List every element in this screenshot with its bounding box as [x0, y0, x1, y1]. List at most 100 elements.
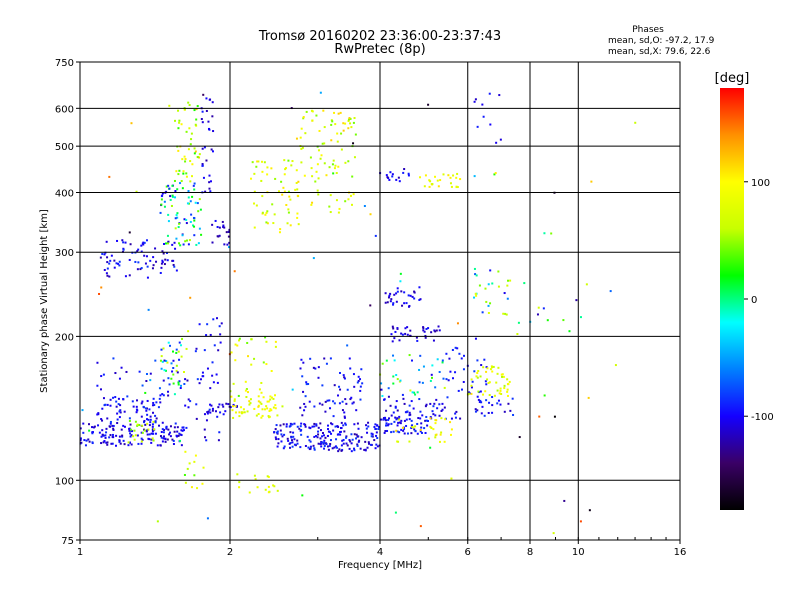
data-point	[146, 433, 149, 436]
data-point	[431, 364, 434, 367]
data-point	[451, 348, 454, 351]
data-point	[84, 444, 87, 447]
data-point	[223, 226, 226, 229]
data-point	[345, 402, 348, 405]
data-point	[516, 333, 519, 336]
data-point	[173, 241, 176, 244]
data-point	[111, 424, 114, 427]
data-point	[97, 412, 100, 415]
data-point	[339, 111, 342, 114]
data-point	[257, 160, 260, 163]
data-point	[208, 174, 211, 177]
data-point	[389, 292, 392, 295]
data-point	[323, 444, 326, 447]
data-point	[436, 407, 439, 410]
data-point	[503, 387, 506, 390]
data-point	[397, 176, 400, 179]
data-point	[309, 427, 312, 430]
data-point	[413, 391, 416, 394]
data-point	[164, 242, 167, 245]
data-point	[201, 163, 204, 166]
data-point	[195, 417, 198, 420]
data-point	[484, 390, 487, 393]
data-point	[266, 173, 269, 176]
data-point	[364, 440, 367, 443]
data-point	[309, 357, 312, 360]
data-point	[411, 425, 414, 428]
data-point	[363, 448, 366, 451]
data-point	[331, 163, 334, 166]
data-point	[287, 208, 290, 211]
data-point	[238, 481, 241, 484]
data-point	[170, 204, 173, 207]
data-point	[330, 119, 333, 122]
data-point	[130, 443, 133, 446]
data-point	[183, 218, 186, 221]
data-point	[418, 298, 421, 301]
data-point	[169, 435, 172, 438]
data-point	[448, 357, 451, 360]
data-point	[112, 428, 115, 431]
data-point	[176, 216, 179, 219]
data-point	[425, 419, 428, 422]
data-point	[281, 405, 284, 408]
data-point	[390, 333, 393, 336]
data-point	[185, 218, 188, 221]
data-point	[487, 411, 490, 414]
data-point	[260, 381, 263, 384]
data-point	[431, 183, 434, 186]
data-point	[338, 402, 341, 405]
data-point	[272, 222, 275, 225]
data-point	[438, 414, 441, 417]
data-point	[303, 423, 306, 426]
data-point	[210, 148, 213, 151]
data-point	[419, 428, 422, 431]
data-point	[476, 409, 479, 412]
data-point	[302, 361, 305, 364]
data-point	[82, 431, 85, 434]
data-point	[449, 433, 452, 436]
data-point	[317, 442, 320, 445]
data-point	[172, 443, 175, 446]
data-point	[225, 231, 228, 234]
data-point	[266, 166, 269, 169]
data-point	[410, 427, 413, 430]
data-point	[428, 179, 431, 182]
data-point	[462, 368, 465, 371]
data-point	[376, 424, 379, 427]
data-point	[398, 180, 401, 183]
data-point	[182, 172, 185, 175]
data-point	[146, 413, 149, 416]
data-point	[353, 433, 356, 436]
data-point	[375, 443, 378, 446]
data-point	[329, 443, 332, 446]
data-point	[377, 425, 380, 428]
data-point	[387, 423, 390, 426]
data-point	[124, 275, 127, 278]
data-point	[419, 525, 422, 528]
data-point	[158, 424, 161, 427]
phase-stats-o-mode: mean, sd,O: -97.2, 17.9	[608, 36, 715, 46]
data-point	[209, 333, 212, 336]
data-point	[392, 354, 395, 357]
data-point	[274, 340, 277, 343]
data-point	[288, 195, 291, 198]
data-point	[481, 405, 484, 408]
data-point	[115, 444, 118, 447]
colorbar-tick-label: 100	[751, 178, 770, 189]
data-point	[454, 371, 457, 374]
data-point	[426, 424, 429, 427]
data-point	[164, 369, 167, 372]
data-point	[575, 299, 578, 302]
data-point	[245, 396, 248, 399]
data-point	[166, 251, 169, 254]
data-point	[347, 160, 350, 163]
data-point	[145, 407, 148, 410]
data-point	[180, 344, 183, 347]
data-point	[342, 374, 345, 377]
data-point	[323, 447, 326, 450]
data-point	[244, 389, 247, 392]
data-point	[508, 380, 511, 383]
data-point	[265, 211, 268, 214]
data-point	[173, 196, 176, 199]
